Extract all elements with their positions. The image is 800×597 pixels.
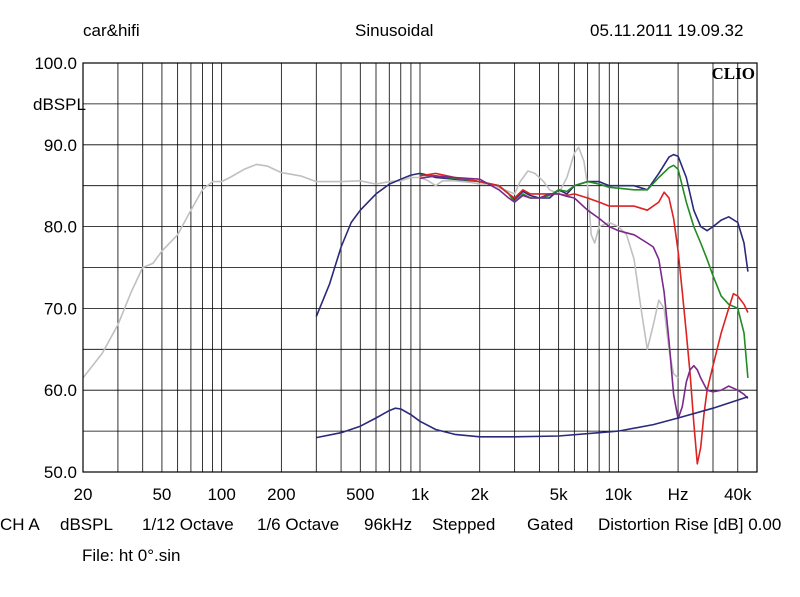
footer-item: 96kHz — [364, 515, 413, 534]
x-tick-label: 50 — [152, 485, 171, 504]
footer-item: CH A — [0, 515, 40, 534]
x-tick-label: 20 — [74, 485, 93, 504]
x-axis-unit: Hz — [668, 485, 689, 504]
y-tick-label: 90.0 — [44, 136, 77, 155]
x-tick-label: 5k — [550, 485, 568, 504]
response-curve-2 — [315, 153, 749, 317]
footer-item: 1/12 Octave — [142, 515, 234, 534]
x-tick-label: 10k — [605, 485, 633, 504]
y-tick-label: 60.0 — [44, 381, 77, 400]
header-date: 05.11.2011 19.09.32 — [590, 21, 744, 40]
footer-item: Distortion Rise [dB] 0.00 — [598, 515, 782, 534]
footer-item: 1/6 Octave — [257, 515, 340, 534]
y-tick-label: 100.0 — [34, 54, 77, 73]
y-tick-label: 80.0 — [44, 218, 77, 237]
plot-frame — [82, 62, 758, 473]
response-curve-6 — [316, 395, 749, 439]
response-curve-1 — [82, 146, 679, 379]
header-title: Sinusoidal — [355, 21, 434, 40]
x-tick-label: 100 — [207, 485, 235, 504]
x-tick-label: 40k — [724, 485, 752, 504]
header-left: car&hifi — [83, 21, 140, 40]
x-tick-label: 500 — [346, 485, 374, 504]
x-tick-label: 200 — [267, 485, 295, 504]
file-name: File: ht 0°.sin — [82, 546, 181, 565]
x-tick-label: 1k — [411, 485, 429, 504]
x-axis: 20 50 100 200 500 1k 2k 5k 10k 40k Hz — [74, 485, 752, 504]
response-curve-5 — [419, 175, 749, 420]
response-curve-3 — [419, 164, 749, 378]
response-curve-4 — [419, 172, 749, 465]
y-tick-label: 70.0 — [44, 299, 77, 318]
y-axis-label: dBSPL — [33, 95, 86, 114]
footer-item: Gated — [527, 515, 574, 534]
curves — [82, 146, 749, 465]
y-tick-label: 50.0 — [44, 463, 77, 482]
footer-item: Stepped — [432, 515, 496, 534]
clio-logo: CLIO — [712, 64, 755, 83]
grid — [83, 63, 757, 472]
footer-item: dBSPL — [60, 515, 113, 534]
y-axis: 100.0 90.0 80.0 70.0 60.0 50.0 — [34, 54, 77, 482]
x-tick-label: 2k — [471, 485, 489, 504]
